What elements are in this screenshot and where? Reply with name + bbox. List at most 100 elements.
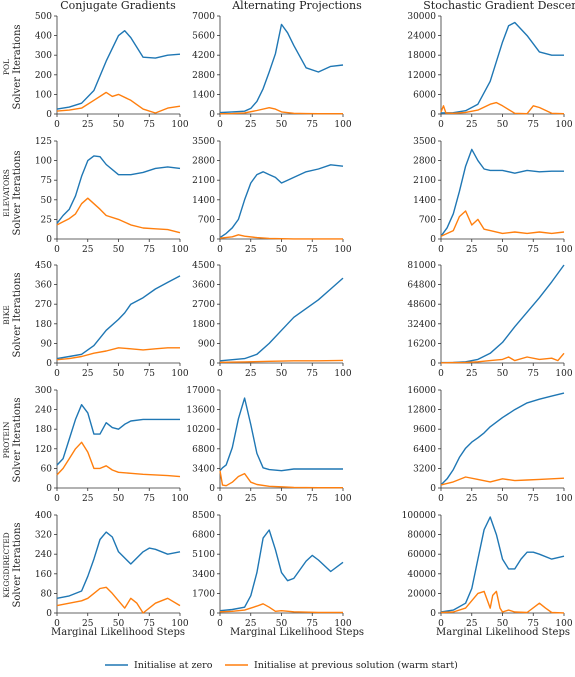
y-tick-label: 60 [41, 464, 53, 474]
y-tick-label: 24000 [407, 32, 436, 42]
legend-label-warm: Initialise at previous solution (warm st… [254, 660, 458, 671]
x-tick-label: 0 [217, 120, 223, 130]
x-tick-label: 50 [497, 619, 509, 629]
y-tick-label: 6800 [192, 531, 215, 541]
x-tick-label: 100 [334, 619, 351, 629]
y-tick-label: 90 [41, 339, 53, 349]
x-tick-label: 75 [144, 619, 156, 629]
y-tick-label: 6000 [413, 90, 436, 100]
row-label: POL [2, 59, 11, 75]
panel: 0 100 200 300 400 500 0 25 50 75 100 [35, 12, 189, 130]
y-tick-label: 160 [35, 570, 52, 580]
x-tick-label: 50 [113, 369, 125, 379]
x-tick-label: 75 [307, 120, 319, 130]
legend-label-zero: Initialise at zero [134, 660, 213, 671]
y-tick-label: 3500 [192, 137, 215, 147]
series-line-warm [440, 590, 565, 614]
row-labels: POL ELEVATORS BIKE PROTEIN KEGGDIRECTED … [2, 24, 23, 607]
y-tick-label: 3500 [413, 137, 436, 147]
x-tick-label: 25 [82, 245, 94, 255]
x-tick-label: 0 [54, 245, 60, 255]
y-tick-label: 17000 [186, 386, 215, 396]
x-tick-label: 50 [497, 369, 509, 379]
x-tick-label: 0 [438, 619, 444, 629]
y-tick-label: 7000 [192, 12, 215, 22]
panel: 0 6000 12000 18000 24000 30000 0 25 50 75 100 [407, 12, 572, 130]
x-tick-label: 75 [528, 120, 540, 130]
y-tick-label: 2800 [413, 157, 436, 167]
y-tick-label: 360 [35, 281, 52, 291]
x-tick-label: 100 [171, 120, 188, 130]
x-axis-label: Marginal Likelihood Steps [230, 627, 364, 638]
panel: 0 3200 6400 9600 12800 16000 0 25 50 75 100 [407, 386, 572, 504]
series-line-warm [219, 359, 344, 363]
series-line-warm [56, 347, 180, 361]
y-tick-label: 900 [198, 339, 215, 349]
x-tick-label: 0 [217, 245, 223, 255]
x-tick-label: 75 [307, 494, 319, 504]
x-tick-label: 0 [438, 120, 444, 130]
x-tick-label: 50 [113, 120, 125, 130]
y-tick-label: 500 [35, 12, 52, 22]
x-tick-label: 25 [245, 120, 257, 130]
x-tick-label: 50 [113, 619, 125, 629]
panel: 0 3400 6800 10200 13600 17000 0 25 50 75 100 [186, 386, 351, 504]
panel: 0 20000 40000 60000 80000 100000 0 25 50 75 100 [402, 511, 573, 629]
series-line-zero [219, 397, 343, 472]
y-tick-label: 450 [35, 261, 52, 271]
y-tick-label: 0 [430, 484, 436, 494]
series-line-zero [219, 277, 344, 362]
series-line-warm [440, 101, 565, 115]
row-label: PROTEIN [2, 421, 11, 458]
series-line-warm [440, 352, 565, 364]
series-line-zero [440, 148, 564, 237]
y-tick-label: 0 [46, 359, 52, 369]
x-tick-label: 50 [276, 619, 288, 629]
y-tick-label: 320 [35, 531, 52, 541]
y-tick-label: 180 [35, 425, 52, 435]
y-tick-label: 0 [430, 235, 436, 245]
y-tick-label: 2700 [192, 300, 215, 310]
y-tick-label: 240 [35, 550, 52, 560]
x-axis-label: Marginal Likelihood Steps [51, 627, 185, 638]
y-tick-label: 120 [35, 445, 52, 455]
y-tick-label: 80 [41, 589, 53, 599]
y-tick-label: 0 [430, 359, 436, 369]
series-line-warm [56, 91, 181, 114]
x-tick-label: 25 [466, 369, 478, 379]
x-tick-label: 25 [82, 494, 94, 504]
y-tick-label: 20000 [407, 589, 436, 599]
x-tick-label: 100 [555, 120, 572, 130]
x-tick-label: 100 [171, 619, 188, 629]
x-tick-label: 0 [438, 494, 444, 504]
x-tick-label: 50 [113, 245, 125, 255]
y-tick-label: 6800 [192, 445, 215, 455]
series-line-zero [440, 392, 565, 486]
y-tick-label: 3200 [413, 464, 436, 474]
y-tick-label: 25 [41, 215, 53, 225]
y-tick-label: 700 [198, 215, 215, 225]
y-tick-label: 2800 [192, 157, 215, 167]
x-tick-label: 75 [307, 369, 319, 379]
panel: 0 700 1400 2100 2800 3500 0 25 50 75 100 [413, 137, 573, 255]
x-tick-label: 25 [245, 494, 257, 504]
column-title: Alternating Projections [231, 0, 362, 12]
legend: Initialise at zero Initialise at previou… [105, 660, 458, 671]
x-tick-label: 50 [113, 494, 125, 504]
x-tick-label: 25 [466, 245, 478, 255]
y-tick-label: 75 [41, 176, 53, 186]
x-tick-label: 25 [82, 369, 94, 379]
x-tick-label: 0 [54, 369, 60, 379]
x-tick-label: 100 [171, 245, 188, 255]
y-tick-label: 100000 [402, 511, 437, 521]
y-tick-label: 100 [35, 157, 52, 167]
x-tick-label: 0 [54, 494, 60, 504]
y-tick-label: 16200 [407, 339, 436, 349]
x-tick-label: 50 [497, 245, 509, 255]
series-line-zero [219, 23, 344, 114]
row-label: KEGGDIRECTED [2, 532, 11, 597]
series-line-zero [219, 164, 344, 239]
y-tick-label: 125 [35, 137, 52, 147]
y-tick-label: 200 [35, 71, 52, 81]
y-tick-label: 0 [209, 359, 215, 369]
